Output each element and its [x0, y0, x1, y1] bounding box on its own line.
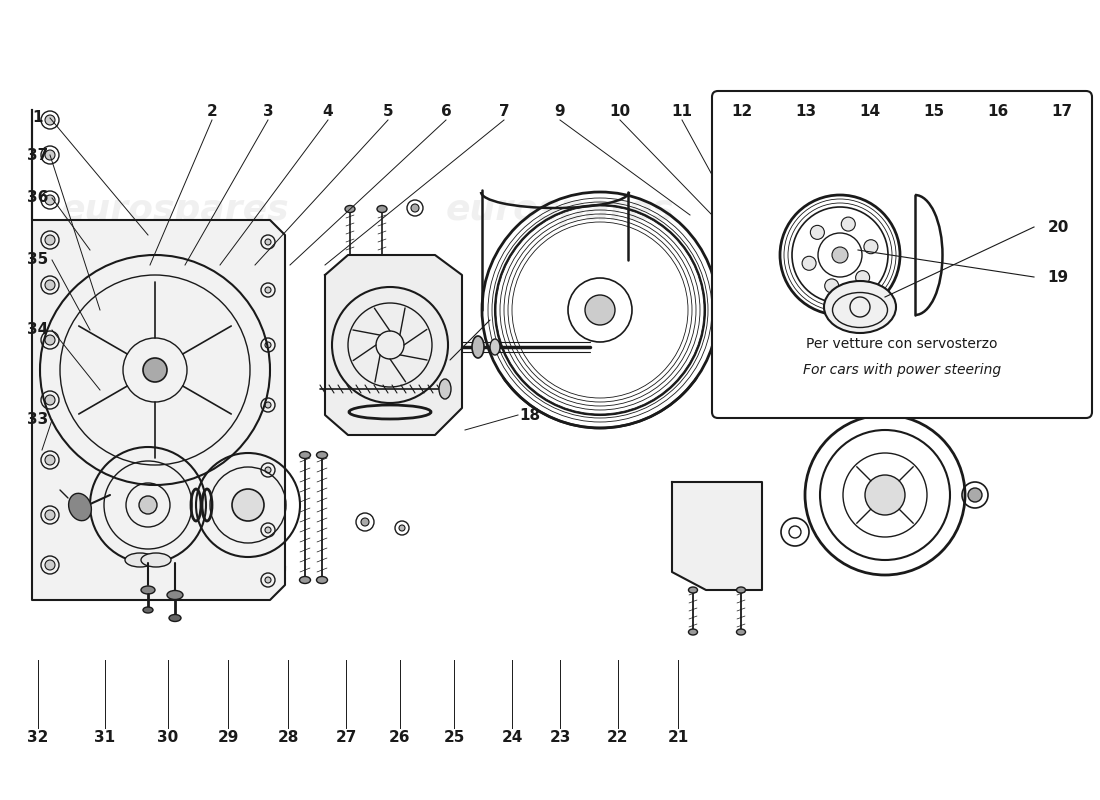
Text: 23: 23	[549, 730, 571, 746]
Text: 15: 15	[923, 105, 945, 119]
Circle shape	[361, 518, 368, 526]
Ellipse shape	[167, 590, 183, 599]
Ellipse shape	[141, 553, 170, 567]
Text: 5: 5	[383, 105, 394, 119]
Text: 9: 9	[554, 105, 565, 119]
Text: 35: 35	[28, 253, 48, 267]
Circle shape	[265, 239, 271, 245]
Ellipse shape	[737, 629, 746, 635]
Circle shape	[399, 525, 405, 531]
Circle shape	[856, 270, 870, 285]
Circle shape	[45, 395, 55, 405]
Circle shape	[265, 467, 271, 473]
Ellipse shape	[377, 206, 387, 213]
Text: 2: 2	[207, 105, 218, 119]
Text: Per vetture con servosterzo: Per vetture con servosterzo	[806, 337, 998, 351]
Text: 17: 17	[1052, 105, 1072, 119]
Circle shape	[265, 342, 271, 348]
Circle shape	[832, 247, 848, 263]
Text: 37: 37	[28, 147, 48, 162]
Text: 27: 27	[336, 730, 356, 746]
Text: eurospares: eurospares	[60, 558, 289, 592]
Ellipse shape	[143, 607, 153, 613]
Circle shape	[45, 280, 55, 290]
Circle shape	[864, 240, 878, 254]
Text: 11: 11	[671, 105, 693, 119]
Text: 25: 25	[443, 730, 464, 746]
Text: 19: 19	[1047, 270, 1068, 285]
Circle shape	[232, 489, 264, 521]
Text: 32: 32	[28, 730, 48, 746]
Ellipse shape	[689, 587, 697, 593]
Ellipse shape	[299, 451, 310, 458]
Ellipse shape	[68, 494, 91, 521]
Polygon shape	[32, 110, 285, 600]
Circle shape	[45, 195, 55, 205]
Circle shape	[968, 488, 982, 502]
Circle shape	[139, 496, 157, 514]
Text: eurospares: eurospares	[60, 193, 289, 227]
Ellipse shape	[689, 629, 697, 635]
Ellipse shape	[472, 336, 484, 358]
Ellipse shape	[490, 339, 500, 355]
Circle shape	[265, 527, 271, 533]
Ellipse shape	[125, 553, 155, 567]
Text: 21: 21	[668, 730, 689, 746]
Circle shape	[45, 560, 55, 570]
Circle shape	[45, 335, 55, 345]
Circle shape	[825, 279, 838, 293]
Text: 20: 20	[1047, 219, 1069, 234]
Ellipse shape	[737, 587, 746, 593]
Circle shape	[411, 204, 419, 212]
Circle shape	[811, 226, 824, 239]
Circle shape	[842, 217, 856, 231]
Text: 16: 16	[988, 105, 1009, 119]
Ellipse shape	[345, 206, 355, 213]
Ellipse shape	[439, 379, 451, 399]
Ellipse shape	[169, 614, 182, 622]
Text: 28: 28	[277, 730, 299, 746]
Text: 24: 24	[502, 730, 522, 746]
Circle shape	[265, 577, 271, 583]
Text: 26: 26	[389, 730, 410, 746]
Ellipse shape	[317, 577, 328, 583]
Ellipse shape	[299, 577, 310, 583]
Circle shape	[45, 455, 55, 465]
Circle shape	[865, 475, 905, 515]
Text: 31: 31	[95, 730, 116, 746]
Circle shape	[45, 235, 55, 245]
Text: 30: 30	[157, 730, 178, 746]
Circle shape	[45, 510, 55, 520]
Text: 34: 34	[28, 322, 48, 338]
FancyBboxPatch shape	[712, 91, 1092, 418]
Ellipse shape	[317, 451, 328, 458]
Text: 14: 14	[859, 105, 881, 119]
Text: 29: 29	[218, 730, 239, 746]
Text: 7: 7	[498, 105, 509, 119]
Text: 36: 36	[28, 190, 48, 206]
Circle shape	[265, 287, 271, 293]
Text: 10: 10	[609, 105, 630, 119]
Polygon shape	[672, 482, 762, 590]
Text: For cars with power steering: For cars with power steering	[803, 363, 1001, 377]
Text: 12: 12	[732, 105, 752, 119]
Circle shape	[45, 115, 55, 125]
Text: 4: 4	[322, 105, 333, 119]
Circle shape	[45, 150, 55, 160]
Text: 6: 6	[441, 105, 451, 119]
Text: 33: 33	[28, 413, 48, 427]
Text: 13: 13	[795, 105, 816, 119]
Text: 18: 18	[519, 407, 540, 422]
Text: 22: 22	[607, 730, 629, 746]
Circle shape	[265, 402, 271, 408]
Circle shape	[143, 358, 167, 382]
Text: 1: 1	[33, 110, 43, 126]
Circle shape	[802, 256, 816, 270]
Ellipse shape	[141, 586, 155, 594]
Circle shape	[585, 295, 615, 325]
Polygon shape	[324, 255, 462, 435]
Text: eurospares: eurospares	[446, 193, 674, 227]
Ellipse shape	[824, 281, 896, 333]
Text: 3: 3	[263, 105, 273, 119]
